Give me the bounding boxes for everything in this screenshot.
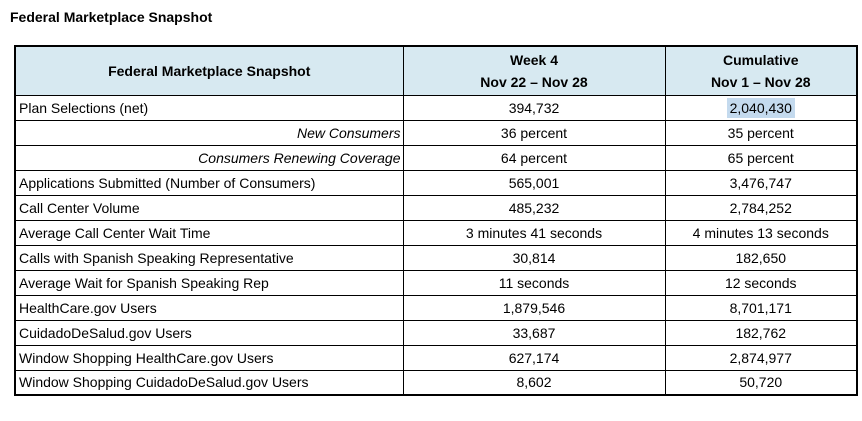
table-row: Average Call Center Wait Time 3 minutes … (14, 219, 858, 246)
row-metric-label: Window Shopping HealthCare.gov Users (14, 344, 404, 371)
row-cumulative-value: 2,874,977 (664, 344, 858, 371)
cumulative-value-text: 2,040,430 (726, 97, 795, 118)
table-row: HealthCare.gov Users 1,879,546 8,701,171 (14, 294, 858, 321)
row-week4-value: 8,602 (402, 369, 666, 396)
row-week4-value: 485,232 (402, 194, 666, 221)
row-metric-label: CuidadoDeSalud.gov Users (14, 319, 404, 346)
week4-value-text: 485,232 (508, 199, 560, 216)
row-week4-value: 64 percent (402, 144, 666, 171)
week4-value-text: 627,174 (508, 349, 560, 366)
page-title: Federal Marketplace Snapshot (10, 9, 213, 25)
header-cumulative-label: Cumulative (723, 51, 799, 68)
table-row: Applications Submitted (Number of Consum… (14, 169, 858, 196)
row-metric-label: HealthCare.gov Users (14, 294, 404, 321)
row-cumulative-value: 2,040,430 (664, 94, 858, 121)
row-metric-label: Consumers Renewing Coverage (14, 144, 404, 171)
row-week4-value: 627,174 (402, 344, 666, 371)
row-metric-label: Call Center Volume (14, 194, 404, 221)
cumulative-value-text: 65 percent (727, 149, 794, 166)
table-row: New Consumers 36 percent 35 percent (14, 119, 858, 146)
header-week4-label: Week 4 (510, 51, 558, 68)
row-week4-value: 3 minutes 41 seconds (402, 219, 666, 246)
week4-value-text: 565,001 (508, 174, 560, 191)
row-cumulative-value: 12 seconds (664, 269, 858, 296)
week4-value-text: 11 seconds (498, 274, 570, 291)
header-cell-week4: Week 4 Nov 22 – Nov 28 (402, 45, 666, 96)
row-cumulative-value: 182,762 (664, 319, 858, 346)
table-row: Window Shopping HealthCare.gov Users 627… (14, 344, 858, 371)
row-metric-label: Average Call Center Wait Time (14, 219, 404, 246)
row-week4-value: 30,814 (402, 244, 666, 271)
header-cumulative-daterange: Nov 1 – Nov 28 (710, 73, 811, 90)
header-cell-snapshot-title: Federal Marketplace Snapshot (14, 45, 404, 96)
row-cumulative-value: 8,701,171 (664, 294, 858, 321)
row-cumulative-value: 65 percent (664, 144, 858, 171)
cumulative-value-text: 2,784,252 (729, 199, 792, 216)
header-cell-cumulative: Cumulative Nov 1 – Nov 28 (664, 45, 858, 96)
row-week4-value: 11 seconds (402, 269, 666, 296)
cumulative-value-text: 2,874,977 (729, 349, 792, 366)
week4-value-text: 30,814 (512, 249, 556, 266)
table-body: Plan Selections (net) 394,732 2,040,430 … (14, 94, 858, 396)
row-metric-label: Average Wait for Spanish Speaking Rep (14, 269, 404, 296)
row-cumulative-value: 50,720 (664, 369, 858, 396)
week4-value-text: 3 minutes 41 seconds (465, 224, 603, 241)
header-week4-daterange: Nov 22 – Nov 28 (480, 73, 588, 90)
row-metric-label: Applications Submitted (Number of Consum… (14, 169, 404, 196)
week4-value-text: 8,602 (516, 374, 552, 391)
week4-value-text: 36 percent (500, 124, 568, 141)
row-cumulative-value: 3,476,747 (664, 169, 858, 196)
row-week4-value: 1,879,546 (402, 294, 666, 321)
week4-value-text: 1,879,546 (502, 299, 566, 316)
cumulative-value-text: 3,476,747 (729, 174, 792, 191)
marketplace-snapshot-table: Federal Marketplace Snapshot Week 4 Nov … (14, 45, 858, 396)
row-cumulative-value: 2,784,252 (664, 194, 858, 221)
cumulative-value-text: 182,762 (735, 324, 787, 341)
week4-value-text: 394,732 (508, 99, 560, 116)
week4-value-text: 33,687 (512, 324, 556, 341)
row-metric-label: New Consumers (14, 119, 404, 146)
row-week4-value: 565,001 (402, 169, 666, 196)
row-cumulative-value: 35 percent (664, 119, 858, 146)
row-metric-label: Plan Selections (net) (14, 94, 404, 121)
table-header-row: Federal Marketplace Snapshot Week 4 Nov … (14, 45, 858, 96)
row-metric-label: Window Shopping CuidadoDeSalud.gov Users (14, 369, 404, 396)
cumulative-value-text: 35 percent (727, 124, 794, 141)
week4-value-text: 64 percent (500, 149, 568, 166)
table-row: Calls with Spanish Speaking Representati… (14, 244, 858, 271)
cumulative-value-text: 182,650 (735, 249, 787, 266)
table-row: Window Shopping CuidadoDeSalud.gov Users… (14, 369, 858, 396)
table-row: Plan Selections (net) 394,732 2,040,430 (14, 94, 858, 121)
table-row: Call Center Volume 485,232 2,784,252 (14, 194, 858, 221)
cumulative-value-text: 8,701,171 (729, 299, 792, 316)
row-week4-value: 33,687 (402, 319, 666, 346)
cumulative-value-text: 12 seconds (724, 274, 797, 291)
row-week4-value: 36 percent (402, 119, 666, 146)
row-week4-value: 394,732 (402, 94, 666, 121)
cumulative-value-text: 50,720 (739, 374, 783, 391)
row-metric-label: Calls with Spanish Speaking Representati… (14, 244, 404, 271)
row-cumulative-value: 4 minutes 13 seconds (664, 219, 858, 246)
document-page: Federal Marketplace Snapshot Federal Mar… (0, 9, 862, 396)
table-row: Average Wait for Spanish Speaking Rep 11… (14, 269, 858, 296)
row-cumulative-value: 182,650 (664, 244, 858, 271)
table-row: CuidadoDeSalud.gov Users 33,687 182,762 (14, 319, 858, 346)
table-row: Consumers Renewing Coverage 64 percent 6… (14, 144, 858, 171)
cumulative-value-text: 4 minutes 13 seconds (692, 224, 829, 241)
